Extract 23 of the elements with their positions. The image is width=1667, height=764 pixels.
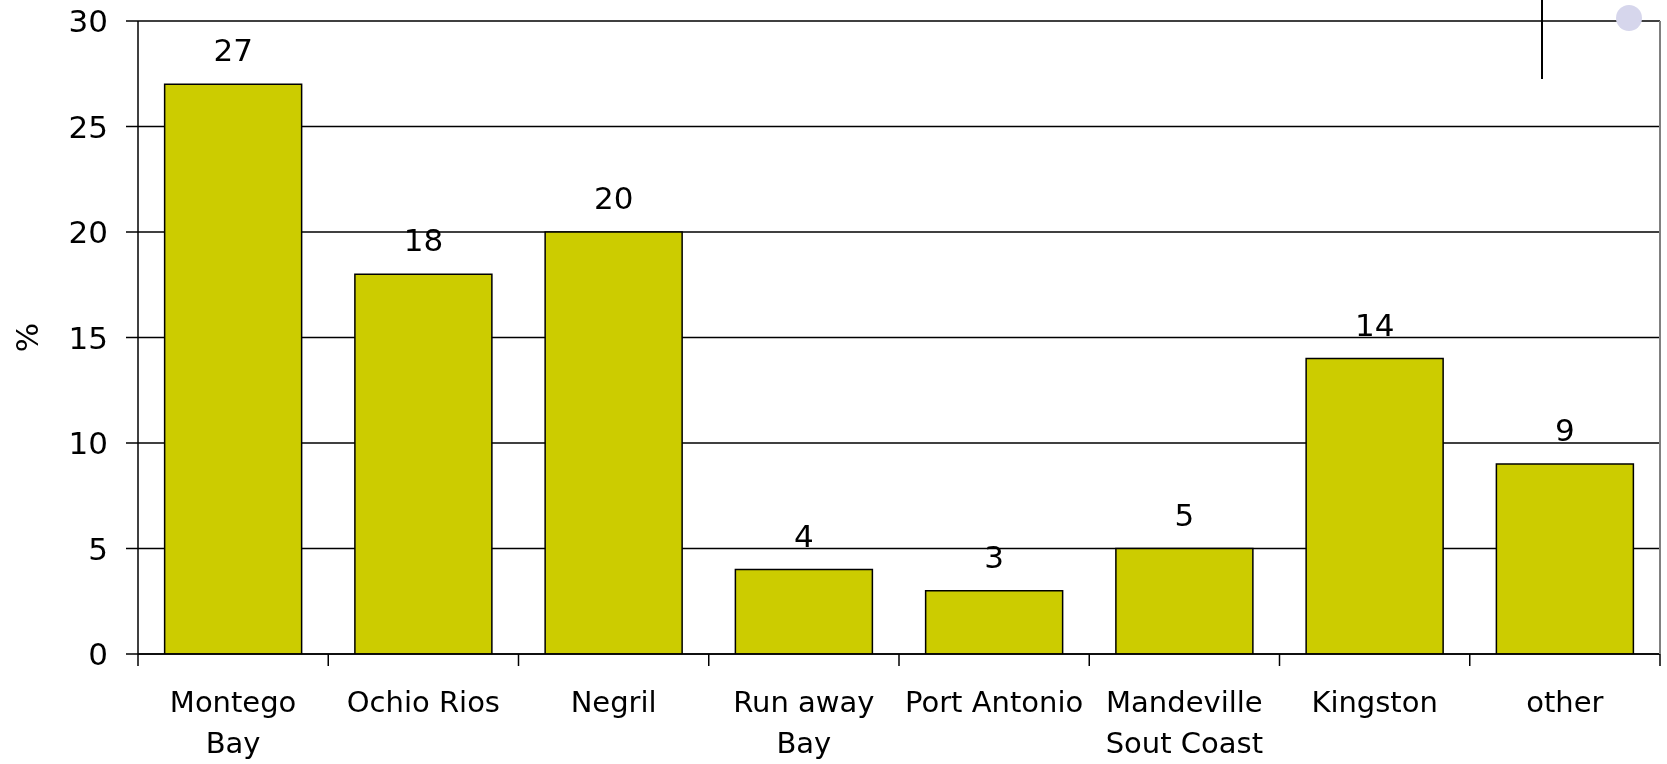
data-label: 18 (403, 222, 444, 259)
x-tick-label: Run away Bay (733, 685, 875, 760)
x-tick-label: Ochio Rios (346, 685, 500, 719)
data-label: 27 (213, 32, 253, 69)
y-axis-title: % (9, 322, 45, 353)
y-tick-label: 15 (68, 319, 108, 356)
x-tick-label: other (1526, 685, 1604, 719)
x-tick-label: Montego Bay (169, 685, 297, 760)
x-tick-label: Negril (570, 685, 657, 719)
x-tick-label: Port Antonio (905, 685, 1084, 719)
data-label: 20 (593, 180, 634, 216)
data-label: 9 (1555, 412, 1575, 449)
x-tick-label: Mandeville Sout Coast (1105, 685, 1264, 760)
y-tick-label: 25 (68, 108, 108, 145)
data-label: 5 (1174, 496, 1195, 533)
y-tick-label: 30 (68, 3, 108, 40)
y-tick-label: 5 (88, 530, 108, 567)
data-label: 14 (1354, 306, 1395, 343)
data-label: 4 (794, 517, 814, 554)
y-tick-label: 0 (88, 636, 108, 673)
y-tick-label: 20 (68, 214, 108, 251)
x-tick-label: Kingston (1311, 685, 1438, 719)
y-tick-label: 10 (68, 425, 108, 462)
